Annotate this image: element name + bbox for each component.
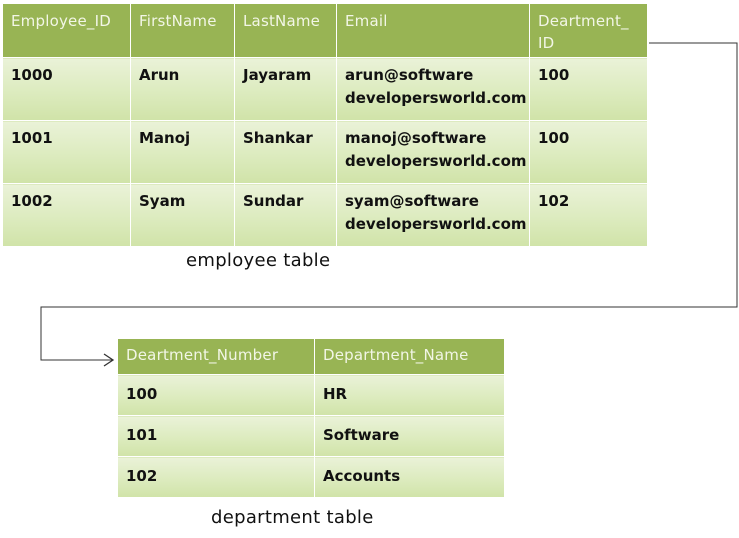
cell-department-name: Accounts xyxy=(314,456,505,498)
arrowhead-icon xyxy=(103,353,115,367)
department-table: Deartment_Number Department_Name 100 HR … xyxy=(117,338,505,498)
cell-email: syam@software developersworld.com xyxy=(336,183,530,247)
column-header-department-name: Department_Name xyxy=(314,338,505,375)
column-header-department-id: Deartment_ ID xyxy=(529,3,648,58)
cell-employee-id: 1002 xyxy=(2,183,131,247)
cell-department-number: 100 xyxy=(117,374,315,416)
cell-employee-id: 1001 xyxy=(2,120,131,184)
employee-table-caption: employee table xyxy=(186,250,331,271)
table-row: 1001 Manoj Shankar manoj@software develop… xyxy=(2,120,648,184)
cell-department-number: 102 xyxy=(117,456,315,498)
email-line-2: developersworld.com xyxy=(345,215,527,233)
table-row: 1000 Arun Jayaram arun@software developer… xyxy=(2,57,648,121)
email-line-1: manoj@software xyxy=(345,129,487,147)
cell-department-id: 100 xyxy=(529,120,648,184)
cell-department-name: HR xyxy=(314,374,505,416)
employee-table: Employee_ID FirstName LastName Email Dea… xyxy=(2,3,648,247)
connector-line xyxy=(40,42,738,361)
email-line-2: developersworld.com xyxy=(345,89,527,107)
department-table-caption: department table xyxy=(211,507,374,528)
table-row: 101 Software xyxy=(117,415,505,457)
email-line-2: developersworld.com xyxy=(345,152,527,170)
column-header-email: Email xyxy=(336,3,530,58)
cell-email: manoj@software developersworld.com xyxy=(336,120,530,184)
cell-department-id: 100 xyxy=(529,57,648,121)
cell-department-id: 102 xyxy=(529,183,648,247)
department-header-row: Deartment_Number Department_Name xyxy=(117,338,505,375)
table-row: 1002 Syam Sundar syam@software developers… xyxy=(2,183,648,247)
column-header-department-number: Deartment_Number xyxy=(117,338,315,375)
email-line-1: syam@software xyxy=(345,192,479,210)
employee-header-row: Employee_ID FirstName LastName Email Dea… xyxy=(2,3,648,58)
cell-department-number: 101 xyxy=(117,415,315,457)
cell-first-name: Syam xyxy=(130,183,235,247)
email-line-1: arun@software xyxy=(345,66,474,84)
column-header-employee-id: Employee_ID xyxy=(2,3,131,58)
cell-department-name: Software xyxy=(314,415,505,457)
cell-email: arun@software developersworld.com xyxy=(336,57,530,121)
cell-last-name: Shankar xyxy=(234,120,337,184)
table-row: 102 Accounts xyxy=(117,456,505,498)
cell-first-name: Manoj xyxy=(130,120,235,184)
table-row: 100 HR xyxy=(117,374,505,416)
cell-last-name: Jayaram xyxy=(234,57,337,121)
cell-first-name: Arun xyxy=(130,57,235,121)
